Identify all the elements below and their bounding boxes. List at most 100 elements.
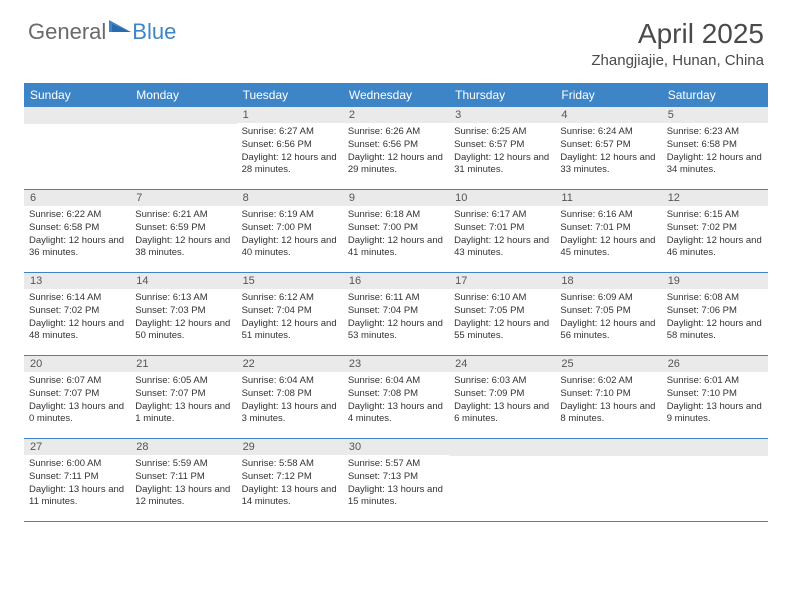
sunrise-text: Sunrise: 6:07 AM — [29, 375, 125, 388]
day-cell: 27Sunrise: 6:00 AMSunset: 7:11 PMDayligh… — [24, 439, 130, 521]
day-body: Sunrise: 6:07 AMSunset: 7:07 PMDaylight:… — [24, 372, 130, 430]
day-body: Sunrise: 5:59 AMSunset: 7:11 PMDaylight:… — [130, 455, 236, 513]
day-number: 14 — [130, 273, 236, 289]
day-number — [555, 439, 661, 456]
day-body: Sunrise: 6:25 AMSunset: 6:57 PMDaylight:… — [449, 123, 555, 181]
day-cell: 28Sunrise: 5:59 AMSunset: 7:11 PMDayligh… — [130, 439, 236, 521]
daylight-text: Daylight: 12 hours and 31 minutes. — [454, 152, 550, 178]
sunset-text: Sunset: 6:58 PM — [667, 139, 763, 152]
day-number: 9 — [343, 190, 449, 206]
sunrise-text: Sunrise: 6:14 AM — [29, 292, 125, 305]
daylight-text: Daylight: 12 hours and 28 minutes. — [242, 152, 338, 178]
daylight-text: Daylight: 12 hours and 40 minutes. — [242, 235, 338, 261]
daylight-text: Daylight: 12 hours and 38 minutes. — [135, 235, 231, 261]
day-number: 11 — [555, 190, 661, 206]
day-cell: 24Sunrise: 6:03 AMSunset: 7:09 PMDayligh… — [449, 356, 555, 438]
sunset-text: Sunset: 7:13 PM — [348, 471, 444, 484]
daylight-text: Daylight: 12 hours and 56 minutes. — [560, 318, 656, 344]
day-number: 23 — [343, 356, 449, 372]
day-number: 22 — [237, 356, 343, 372]
day-body: Sunrise: 6:10 AMSunset: 7:05 PMDaylight:… — [449, 289, 555, 347]
day-number: 17 — [449, 273, 555, 289]
daylight-text: Daylight: 12 hours and 58 minutes. — [667, 318, 763, 344]
daylight-text: Daylight: 13 hours and 4 minutes. — [348, 401, 444, 427]
day-number: 28 — [130, 439, 236, 455]
day-body: Sunrise: 6:08 AMSunset: 7:06 PMDaylight:… — [662, 289, 768, 347]
daylight-text: Daylight: 13 hours and 15 minutes. — [348, 484, 444, 510]
sunset-text: Sunset: 7:00 PM — [242, 222, 338, 235]
sunrise-text: Sunrise: 6:23 AM — [667, 126, 763, 139]
day-cell: 11Sunrise: 6:16 AMSunset: 7:01 PMDayligh… — [555, 190, 661, 272]
week-row: 1Sunrise: 6:27 AMSunset: 6:56 PMDaylight… — [24, 107, 768, 190]
sunrise-text: Sunrise: 6:04 AM — [242, 375, 338, 388]
week-row: 13Sunrise: 6:14 AMSunset: 7:02 PMDayligh… — [24, 273, 768, 356]
day-number: 1 — [237, 107, 343, 123]
sunset-text: Sunset: 6:59 PM — [135, 222, 231, 235]
day-cell: 13Sunrise: 6:14 AMSunset: 7:02 PMDayligh… — [24, 273, 130, 355]
day-number: 18 — [555, 273, 661, 289]
weekday-header: Wednesday — [343, 83, 449, 107]
day-number: 3 — [449, 107, 555, 123]
calendar: Sunday Monday Tuesday Wednesday Thursday… — [24, 83, 768, 522]
day-number: 8 — [237, 190, 343, 206]
daylight-text: Daylight: 12 hours and 33 minutes. — [560, 152, 656, 178]
day-number: 12 — [662, 190, 768, 206]
sunset-text: Sunset: 7:04 PM — [242, 305, 338, 318]
sunset-text: Sunset: 7:02 PM — [29, 305, 125, 318]
sunrise-text: Sunrise: 6:24 AM — [560, 126, 656, 139]
day-body: Sunrise: 6:13 AMSunset: 7:03 PMDaylight:… — [130, 289, 236, 347]
day-body: Sunrise: 6:09 AMSunset: 7:05 PMDaylight:… — [555, 289, 661, 347]
daylight-text: Daylight: 12 hours and 43 minutes. — [454, 235, 550, 261]
page-title: April 2025 — [591, 18, 764, 50]
sunset-text: Sunset: 7:03 PM — [135, 305, 231, 318]
day-body: Sunrise: 6:19 AMSunset: 7:00 PMDaylight:… — [237, 206, 343, 264]
week-row: 20Sunrise: 6:07 AMSunset: 7:07 PMDayligh… — [24, 356, 768, 439]
sunrise-text: Sunrise: 6:13 AM — [135, 292, 231, 305]
daylight-text: Daylight: 13 hours and 1 minute. — [135, 401, 231, 427]
day-body — [449, 456, 555, 516]
sunset-text: Sunset: 7:08 PM — [242, 388, 338, 401]
daylight-text: Daylight: 13 hours and 14 minutes. — [242, 484, 338, 510]
day-cell: 12Sunrise: 6:15 AMSunset: 7:02 PMDayligh… — [662, 190, 768, 272]
day-number: 27 — [24, 439, 130, 455]
weekday-header: Tuesday — [237, 83, 343, 107]
day-number: 16 — [343, 273, 449, 289]
daylight-text: Daylight: 12 hours and 36 minutes. — [29, 235, 125, 261]
day-cell: 23Sunrise: 6:04 AMSunset: 7:08 PMDayligh… — [343, 356, 449, 438]
day-cell: 2Sunrise: 6:26 AMSunset: 6:56 PMDaylight… — [343, 107, 449, 189]
day-number: 30 — [343, 439, 449, 455]
day-number: 13 — [24, 273, 130, 289]
title-block: April 2025 Zhangjiajie, Hunan, China — [591, 18, 764, 69]
day-cell: 10 Sunrise: 6:17 AMSunset: 7:01 PMDayligh… — [449, 190, 555, 272]
day-number — [662, 439, 768, 456]
day-cell: 4Sunrise: 6:24 AMSunset: 6:57 PMDaylight… — [555, 107, 661, 189]
daylight-text: Daylight: 13 hours and 3 minutes. — [242, 401, 338, 427]
daylight-text: Daylight: 12 hours and 41 minutes. — [348, 235, 444, 261]
daylight-text: Daylight: 12 hours and 46 minutes. — [667, 235, 763, 261]
day-cell — [24, 107, 130, 189]
day-number: 25 — [555, 356, 661, 372]
sunrise-text: Sunrise: 6:18 AM — [348, 209, 444, 222]
sunset-text: Sunset: 7:01 PM — [454, 222, 550, 235]
sunrise-text: Sunrise: 6:17 AM — [454, 209, 550, 222]
sunrise-text: Sunrise: 6:15 AM — [667, 209, 763, 222]
daylight-text: Daylight: 12 hours and 50 minutes. — [135, 318, 231, 344]
sunset-text: Sunset: 7:12 PM — [242, 471, 338, 484]
weekday-header: Sunday — [24, 83, 130, 107]
sunset-text: Sunset: 7:09 PM — [454, 388, 550, 401]
day-cell: 21Sunrise: 6:05 AMSunset: 7:07 PMDayligh… — [130, 356, 236, 438]
sunrise-text: Sunrise: 6:08 AM — [667, 292, 763, 305]
day-body: Sunrise: 6:14 AMSunset: 7:02 PMDaylight:… — [24, 289, 130, 347]
sunset-text: Sunset: 6:56 PM — [348, 139, 444, 152]
sunset-text: Sunset: 6:57 PM — [560, 139, 656, 152]
day-body: Sunrise: 5:57 AMSunset: 7:13 PMDaylight:… — [343, 455, 449, 513]
day-body: Sunrise: 6:12 AMSunset: 7:04 PMDaylight:… — [237, 289, 343, 347]
daylight-text: Daylight: 12 hours and 34 minutes. — [667, 152, 763, 178]
day-cell: 8Sunrise: 6:19 AMSunset: 7:00 PMDaylight… — [237, 190, 343, 272]
sunrise-text: Sunrise: 6:04 AM — [348, 375, 444, 388]
sunrise-text: Sunrise: 6:16 AM — [560, 209, 656, 222]
sunrise-text: Sunrise: 6:11 AM — [348, 292, 444, 305]
day-number: 10 — [449, 190, 555, 206]
sunrise-text: Sunrise: 6:09 AM — [560, 292, 656, 305]
day-cell: 1Sunrise: 6:27 AMSunset: 6:56 PMDaylight… — [237, 107, 343, 189]
